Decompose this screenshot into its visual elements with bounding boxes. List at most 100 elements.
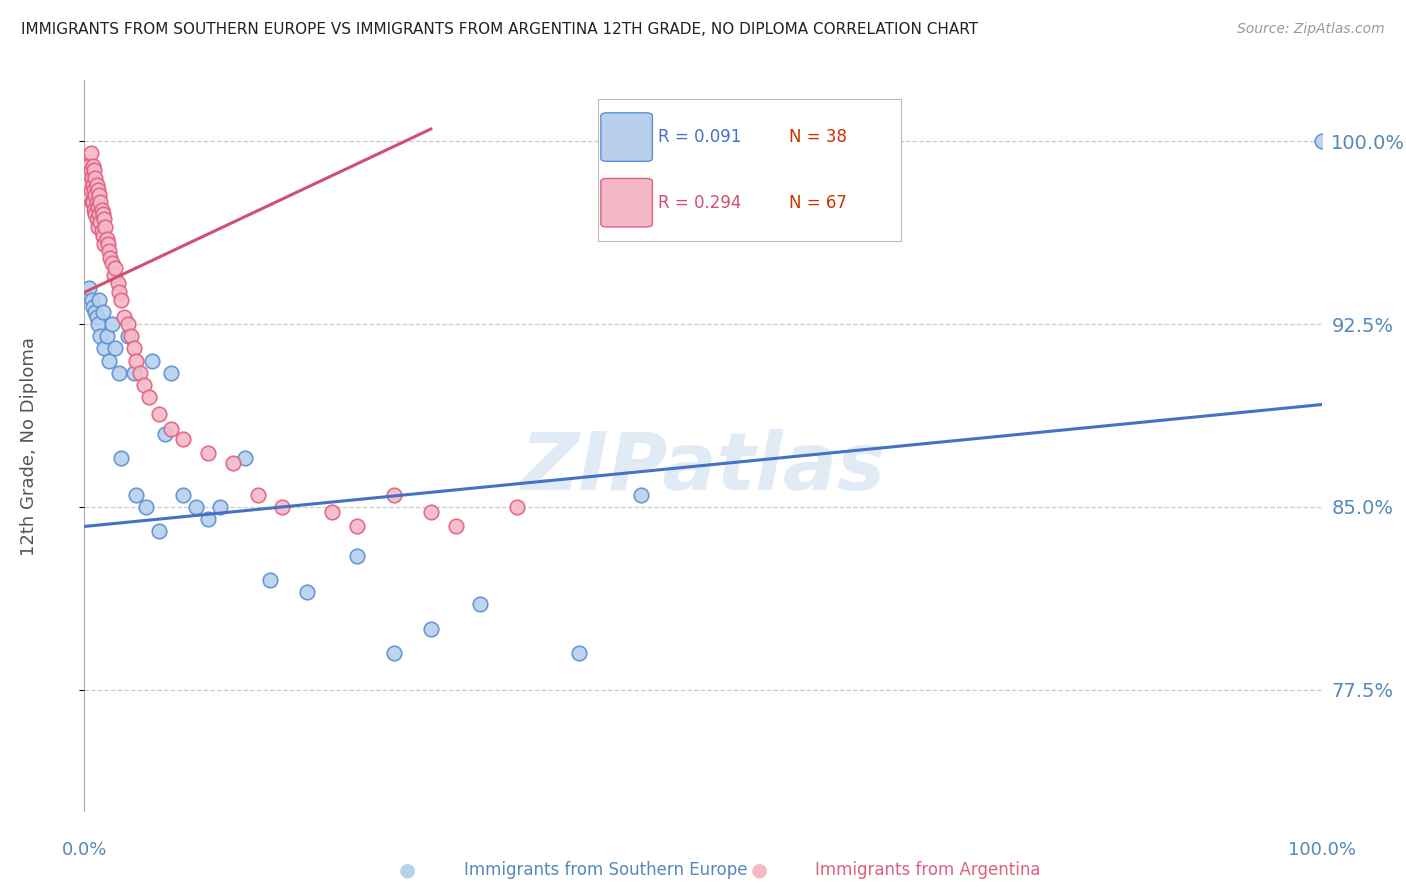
Point [197,446,219,460]
Point [84,207,107,221]
Point [100,317,122,331]
Text: Immigrants from Argentina: Immigrants from Argentina [815,861,1040,879]
Point [125,488,148,502]
Point [82,300,104,314]
Point [93,342,115,356]
Point [107,276,129,290]
Point [86,212,108,227]
Point [506,500,529,514]
Point [79,183,101,197]
Point [91,305,114,319]
Point [209,500,232,514]
Point [172,488,194,502]
Point [444,519,467,533]
Point [104,260,127,275]
Point [222,456,245,470]
Text: Source: ZipAtlas.com: Source: ZipAtlas.com [1237,22,1385,37]
Point [98,244,121,258]
Point [77,178,100,193]
Point [117,329,139,343]
Point [79,163,101,178]
Point [321,505,343,519]
Point [82,195,104,210]
Point [568,646,591,660]
Point [98,353,121,368]
Point [80,195,103,210]
Point [160,366,183,380]
Point [470,598,492,612]
Point [82,178,104,193]
Point [138,390,160,404]
Point [271,500,294,514]
Point [83,202,105,217]
Point [108,285,131,300]
Point [233,451,256,466]
Point [184,500,207,514]
Text: 100.0%: 100.0% [1288,841,1355,859]
Point [141,353,163,368]
Text: 12th Grade, No Diploma: 12th Grade, No Diploma [20,336,38,556]
Point [96,329,118,343]
Point [90,224,112,238]
Point [89,329,111,343]
Point [153,426,176,441]
Point [80,293,103,307]
Point [97,236,120,251]
Point [346,549,368,563]
Point [91,229,114,244]
Point [160,422,183,436]
Point [110,293,132,307]
Point [122,366,145,380]
Text: IMMIGRANTS FROM SOUTHERN EUROPE VS IMMIGRANTS FROM ARGENTINA 12TH GRADE, NO DIPL: IMMIGRANTS FROM SOUTHERN EUROPE VS IMMIG… [21,22,979,37]
Point [89,195,111,210]
Point [630,488,652,502]
Point [79,280,101,294]
Point [117,317,139,331]
Point [86,310,108,324]
Point [104,342,127,356]
Point [419,505,441,519]
Point [76,159,98,173]
Point [79,187,101,202]
Point [93,212,115,227]
Point [87,200,110,214]
Point [83,183,105,197]
Text: 0.0%: 0.0% [62,841,107,859]
Point [89,207,111,221]
Point [86,178,108,193]
Point [84,305,107,319]
Point [132,378,155,392]
Point [84,187,107,202]
Point [148,407,170,421]
Point [120,329,142,343]
Point [125,353,148,368]
Point [100,256,122,270]
Point [84,170,107,185]
Point [103,268,125,283]
Point [112,310,135,324]
Point [77,170,100,185]
Text: Immigrants from Southern Europe: Immigrants from Southern Europe [464,861,748,879]
Point [110,451,132,466]
Point [108,366,131,380]
Point [197,512,219,526]
Point [382,646,405,660]
Point [87,183,110,197]
Point [87,317,110,331]
Point [89,215,111,229]
Point [129,366,152,380]
Point [148,524,170,539]
Point [86,195,108,210]
Point [122,342,145,356]
Point [94,219,117,234]
Point [382,488,405,502]
Point [89,293,111,307]
Point [79,159,101,173]
Point [346,519,368,533]
Point [419,622,441,636]
Point [98,252,121,266]
Point [295,585,318,599]
Point [246,488,269,502]
Point [90,202,112,217]
Point [80,170,103,185]
